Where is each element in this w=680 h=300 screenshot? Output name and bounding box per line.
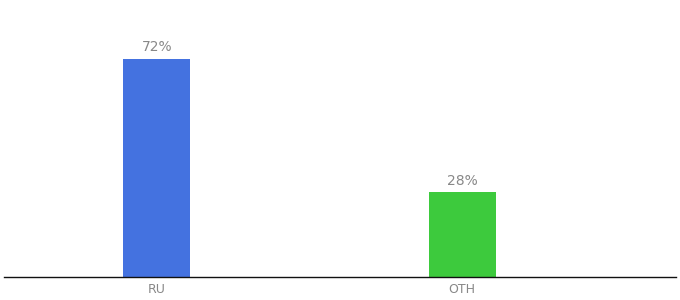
Text: 28%: 28% [447, 174, 477, 188]
Bar [428, 192, 496, 277]
Bar [123, 59, 190, 277]
Text: 72%: 72% [141, 40, 172, 54]
